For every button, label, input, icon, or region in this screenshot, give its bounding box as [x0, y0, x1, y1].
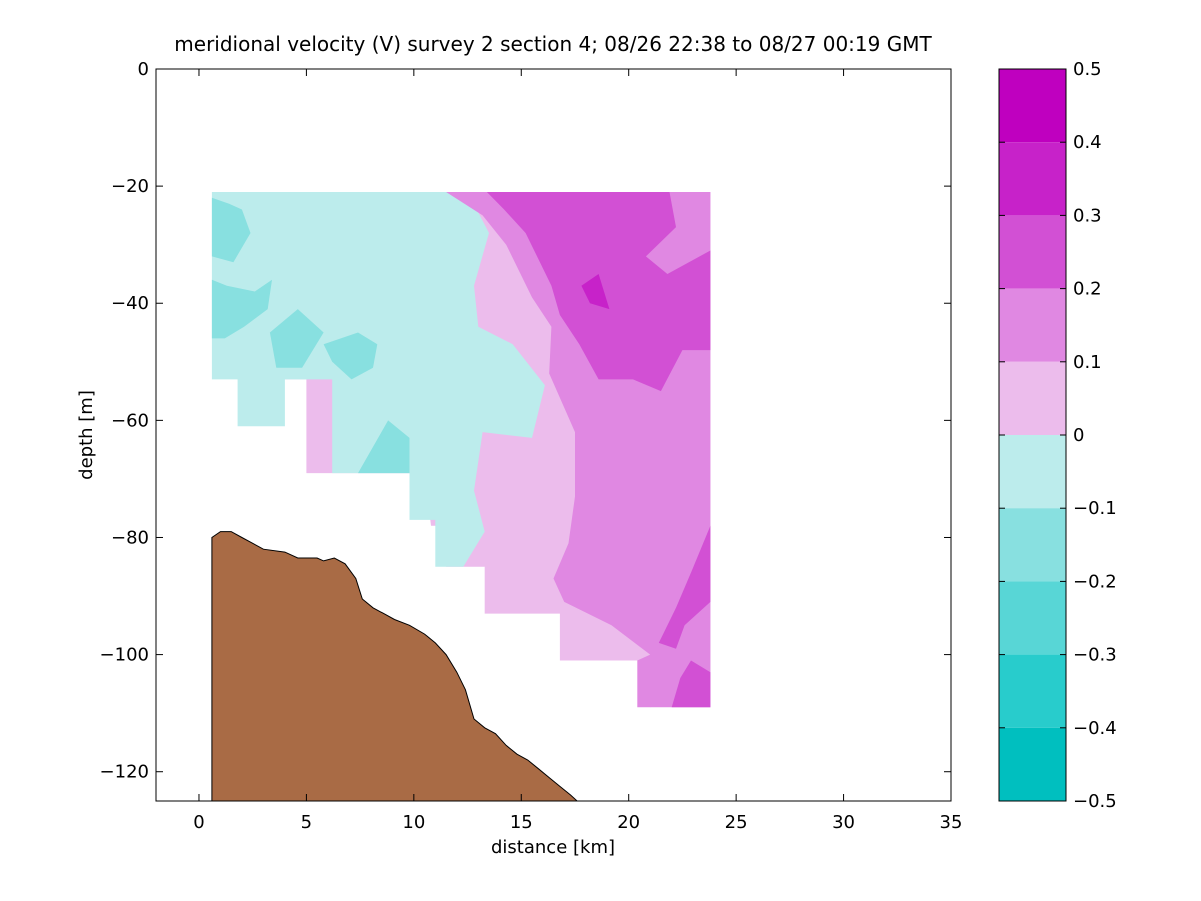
- colorbar-tick-label: −0.5: [1073, 791, 1117, 812]
- y-tick-label: −120: [100, 762, 149, 783]
- colorbar-tick-label: 0.5: [1073, 59, 1102, 80]
- colorbar-tick-label: 0.3: [1073, 205, 1102, 226]
- colorbar-level: [999, 142, 1066, 216]
- colorbar-tick-label: −0.1: [1073, 498, 1117, 519]
- plot-area: 0 5 10 15 20 25 30 35 0 −20 −40 −60 −80 −100 −120: [100, 59, 963, 833]
- y-axis-label: depth [m]: [76, 390, 97, 480]
- contour-region-neg-0.1-0.2-e: [358, 420, 410, 474]
- contour-region-neg-0.1-0.2-a: [211, 197, 251, 263]
- x-tick-label: 20: [617, 812, 640, 833]
- colorbar-level: [999, 654, 1066, 728]
- x-axis-label: distance [km]: [491, 837, 615, 858]
- contour-region-pos-0.3-0.4: [581, 274, 610, 310]
- bathymetry: [211, 531, 578, 801]
- chart-title: meridional velocity (V) survey 2 section…: [174, 32, 932, 56]
- y-tick-label: −60: [111, 410, 149, 431]
- colorbar-level: [999, 727, 1066, 801]
- x-tick-label: 30: [832, 812, 855, 833]
- colorbar-levels: [999, 69, 1066, 801]
- y-tick-label: −100: [100, 645, 149, 666]
- contour-region-neg-0.1-0.2-b: [211, 279, 272, 339]
- x-tick-label: 15: [510, 812, 533, 833]
- colorbar-level: [999, 508, 1066, 582]
- contour-region-neg-0-0.1: [211, 192, 545, 567]
- contour-region-neg-0.1-0.2-d: [323, 332, 378, 380]
- colorbar-tick-label: 0.4: [1073, 132, 1102, 153]
- x-axis-ticks: 0 5 10 15 20 25 30 35: [193, 69, 962, 833]
- colorbar-level: [999, 69, 1066, 143]
- y-tick-label: −20: [111, 176, 149, 197]
- colorbar-level: [999, 581, 1066, 655]
- colorbar-tick-label: −0.2: [1073, 571, 1117, 592]
- colorbar-level: [999, 215, 1066, 289]
- colorbar-tick-label: −0.3: [1073, 645, 1117, 666]
- y-tick-label: −80: [111, 527, 149, 548]
- x-tick-label: 35: [940, 812, 963, 833]
- colorbar-tick-label: 0.2: [1073, 279, 1102, 300]
- colorbar-tick-label: 0: [1073, 425, 1084, 446]
- x-tick-label: 25: [725, 812, 748, 833]
- x-tick-label: 10: [402, 812, 425, 833]
- x-tick-label: 5: [301, 812, 312, 833]
- colorbar-tick-label: −0.4: [1073, 718, 1117, 739]
- contour-region-neg-0.1-0.2-c: [269, 309, 324, 368]
- y-tick-label: −40: [111, 293, 149, 314]
- x-tick-label: 0: [193, 812, 204, 833]
- colorbar-ticks: 0.5 0.4 0.3 0.2 0.1 0 −0.1 −0.2 −0.3 −0.4 −0.5: [999, 59, 1117, 812]
- contour-region-pos-0.2-0.3-bottom: [671, 660, 711, 708]
- colorbar-tick-label: 0.1: [1073, 352, 1102, 373]
- y-axis-ticks: 0 −20 −40 −60 −80 −100 −120: [100, 59, 951, 783]
- plot-frame: [155, 68, 952, 802]
- colorbar-level: [999, 435, 1066, 509]
- colorbar-level: [999, 361, 1066, 435]
- contour-region-pos-0.2-0.3-lower: [658, 525, 711, 649]
- colorbar-level: [999, 288, 1066, 362]
- contour-fills: [211, 192, 711, 708]
- colorbar: 0.5 0.4 0.3 0.2 0.1 0 −0.1 −0.2 −0.3 −0.4 −0.5: [998, 59, 1117, 812]
- bathymetry-seafloor: [211, 531, 578, 801]
- y-tick-label: 0: [138, 59, 149, 80]
